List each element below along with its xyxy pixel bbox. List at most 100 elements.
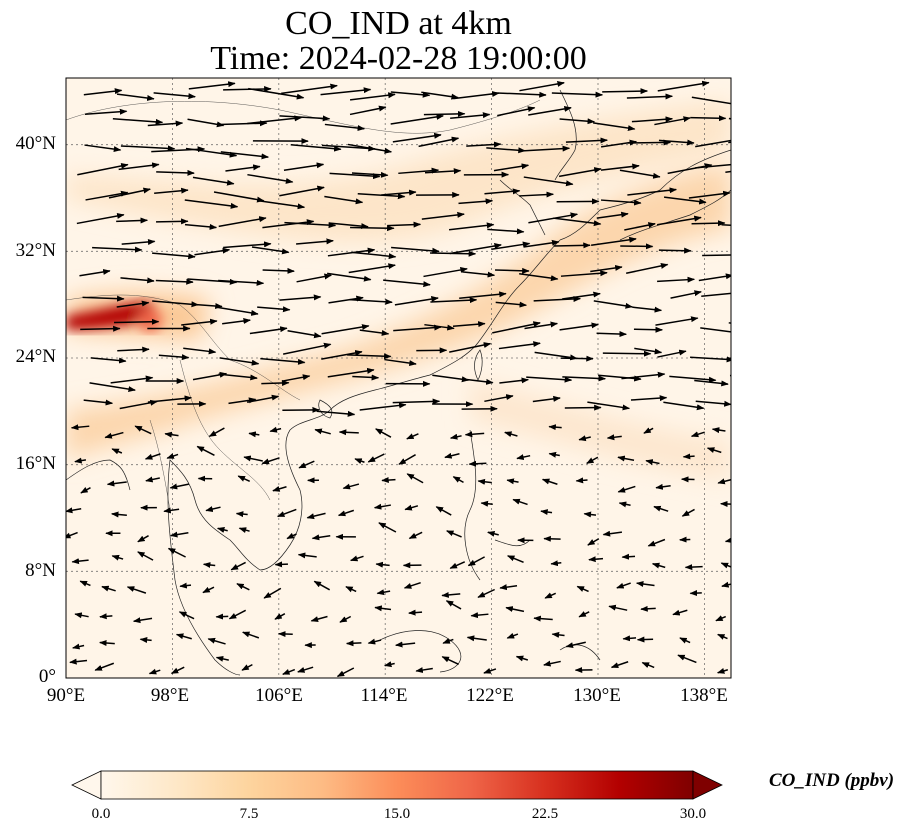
wind-arrow	[348, 263, 396, 274]
wind-arrow	[375, 428, 392, 438]
wind-arrow	[311, 534, 331, 541]
wind-arrow	[591, 236, 637, 246]
wind-arrow	[228, 397, 257, 405]
ytick-24n: 24°N	[15, 346, 56, 367]
wind-arrow	[695, 139, 731, 148]
wind-arrow	[403, 581, 421, 589]
wind-arrow	[421, 211, 465, 220]
wind-arrow	[516, 454, 531, 461]
wind-arrow	[641, 661, 655, 669]
wind-arrow	[228, 609, 247, 620]
wind-arrow	[679, 637, 691, 644]
wind-arrow	[272, 485, 287, 492]
wind-arrow	[79, 580, 91, 587]
wind-arrow	[716, 667, 729, 674]
wind-arrow	[367, 453, 385, 463]
wind-arrow	[408, 609, 423, 616]
wind-arrow	[262, 219, 315, 229]
wind-arrow	[359, 402, 407, 411]
wind-arrow	[314, 428, 331, 435]
wind-arrow	[222, 317, 251, 325]
wind-arrow	[487, 228, 525, 235]
wind-arrow	[690, 356, 731, 363]
wind-arrow	[448, 222, 495, 231]
wind-arrow	[320, 87, 372, 96]
wind-arrow	[711, 427, 726, 434]
map-plot	[65, 77, 732, 679]
wind-arrow	[260, 200, 306, 210]
wind-arrow	[658, 247, 692, 254]
wind-arrow	[651, 562, 666, 569]
wind-arrow	[116, 93, 155, 101]
wind-arrow	[83, 88, 123, 96]
wind-arrow	[108, 187, 151, 199]
wind-arrow	[207, 637, 226, 645]
wind-arrow	[424, 323, 455, 331]
wind-arrow	[120, 277, 155, 284]
wind-arrow	[279, 185, 325, 197]
wind-arrow	[610, 661, 629, 669]
wind-arrow	[548, 424, 562, 431]
wind-arrow	[656, 215, 702, 226]
wind-arrow	[684, 564, 703, 571]
wind-arrow	[458, 198, 494, 205]
wind-arrow	[94, 662, 115, 671]
wind-arrow	[541, 478, 558, 485]
wind-arrow	[616, 582, 631, 589]
wind-arrow	[559, 322, 600, 331]
wind-arrow	[635, 581, 655, 587]
wind-arrow	[390, 113, 444, 125]
wind-arrow	[702, 254, 731, 257]
wind-arrow	[506, 478, 519, 485]
wind-arrow	[155, 278, 194, 285]
wind-arrow	[632, 306, 663, 313]
colorbar-tick: 0.0	[91, 806, 111, 822]
wind-arrow	[672, 609, 688, 616]
wind-arrow	[237, 475, 251, 482]
borders	[66, 99, 541, 511]
wind-arrow	[99, 640, 115, 647]
wind-arrow	[208, 427, 225, 438]
wind-arrow	[281, 374, 311, 382]
wind-arrow	[534, 351, 578, 361]
wind-arrow	[627, 187, 677, 196]
wind-arrow	[624, 222, 656, 231]
wind-arrow	[69, 658, 88, 665]
ytick-8n: 8°N	[25, 560, 56, 581]
wind-arrow	[72, 643, 85, 650]
wind-arrow	[449, 561, 466, 570]
wind-arrow	[657, 349, 687, 358]
wind-arrow	[519, 272, 559, 282]
wind-arrow	[631, 116, 674, 123]
wind-arrow	[247, 173, 294, 184]
wind-arrow	[111, 554, 124, 561]
wind-arrow	[495, 267, 530, 274]
wind-arrow	[220, 151, 269, 160]
wind-arrow	[636, 636, 654, 643]
wind-arrow	[144, 453, 161, 460]
wind-arrow	[560, 355, 594, 362]
wind-arrow	[286, 532, 297, 540]
wind-arrow	[626, 93, 673, 100]
wind-arrow	[387, 221, 422, 228]
wind-arrow	[83, 399, 114, 406]
wind-arrow	[121, 238, 156, 245]
wind-arrow	[191, 303, 223, 310]
colorbar-tick: 30.0	[679, 806, 707, 822]
wind-arrow	[99, 613, 113, 620]
wind-arrow	[137, 551, 154, 561]
wind-arrow	[279, 294, 322, 301]
wind-arrow	[235, 511, 248, 518]
wind-arrow	[230, 561, 246, 571]
wind-arrow	[375, 561, 390, 568]
wind-arrow	[524, 321, 559, 330]
wind-arrow	[218, 279, 265, 286]
wind-arrow	[725, 170, 731, 174]
wind-arrow	[688, 190, 731, 199]
wind-arrow	[74, 612, 89, 619]
wind-arrow	[350, 555, 364, 562]
wind-arrow	[691, 220, 726, 227]
wind-arrow	[553, 217, 602, 227]
wind-arrow	[512, 498, 528, 506]
wind-arrow	[352, 374, 380, 381]
